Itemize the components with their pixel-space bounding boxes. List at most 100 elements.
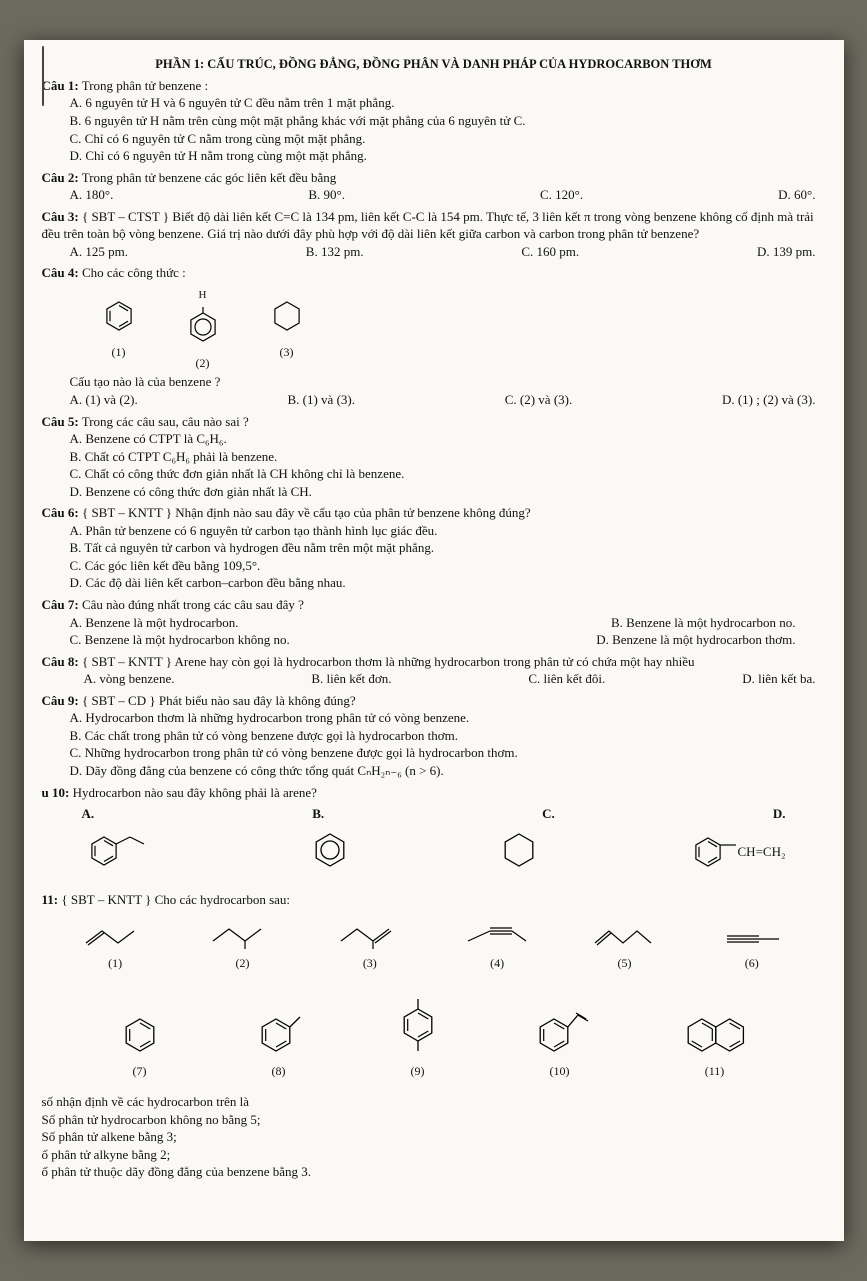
q9-b: B. Các chất trong phân tử có vòng benzen… bbox=[42, 727, 826, 745]
q1-c: C. Chỉ có 6 nguyên tử C nằm trong cùng m… bbox=[42, 130, 826, 148]
q6-text: { SBT – KNTT } Nhận định nào sau đây về … bbox=[82, 505, 531, 520]
q5-b: B. Chất có CTPT C₆H₆ phải là benzene. bbox=[42, 448, 826, 466]
q3-a: A. 125 pm. bbox=[70, 243, 129, 261]
q5-text: Trong các câu sau, câu nào sai ? bbox=[82, 414, 249, 429]
butene-icon bbox=[80, 923, 150, 949]
q10-text: Hydrocarbon nào sau đây không phải là ar… bbox=[73, 785, 317, 800]
q4: Câu 4: Cho các công thức : (1) bbox=[42, 264, 826, 408]
q3-d: D. 139 pm. bbox=[757, 243, 816, 261]
q9-c: C. Những hydrocarbon trong phân tử có vò… bbox=[42, 744, 826, 762]
q10: u 10: Hydrocarbon nào sau đây không phải… bbox=[42, 784, 826, 878]
part-title: PHẦN 1: CẤU TRÚC, ĐỒNG ĐẲNG, ĐỒNG PHÂN V… bbox=[42, 56, 826, 73]
q4-struct-1: (1) bbox=[102, 299, 136, 360]
benzene-circle-h-icon bbox=[186, 305, 220, 345]
q3-c: C. 160 pm. bbox=[521, 243, 579, 261]
q10-b-label: B. bbox=[312, 805, 324, 823]
butyne-icon bbox=[462, 923, 532, 949]
q4-text: Cho các công thức : bbox=[82, 265, 186, 280]
isobutane-icon bbox=[207, 919, 277, 949]
q11-s6: (6) bbox=[717, 929, 787, 971]
q10-d-label: D. bbox=[773, 805, 786, 823]
q9-label: Câu 9: bbox=[42, 693, 79, 708]
q10-label: u 10: bbox=[42, 785, 70, 800]
q2: Câu 2: Trong phân tử benzene các góc liê… bbox=[42, 169, 826, 204]
q4-cap2: (2) bbox=[196, 355, 210, 371]
q9: Câu 9: { SBT – CD } Phát biểu nào sau đâ… bbox=[42, 692, 826, 780]
q7-a: A. Benzene là một hydrocarbon. bbox=[70, 614, 239, 632]
q4-ask: Cấu tạo nào là của benzene ? bbox=[42, 373, 826, 391]
q2-text: Trong phân tử benzene các góc liên kết đ… bbox=[82, 170, 337, 185]
q4-c: C. (2) và (3). bbox=[505, 391, 573, 409]
page-sheet: PHẦN 1: CẤU TRÚC, ĐỒNG ĐẲNG, ĐỒNG PHÂN V… bbox=[24, 40, 844, 1241]
q6-c: C. Các góc liên kết đều bằng 109,5°. bbox=[42, 557, 826, 575]
q11-cap7: (7) bbox=[133, 1063, 147, 1079]
tail-l2: Số phân tử hydrocarbon không no bằng 5; bbox=[42, 1111, 826, 1129]
q4-a: A. (1) và (2). bbox=[70, 391, 138, 409]
q9-text: { SBT – CD } Phát biểu nào sau đây là kh… bbox=[82, 693, 356, 708]
q11-cap5: (5) bbox=[617, 955, 631, 971]
propyne-icon bbox=[717, 929, 787, 949]
methylbutene-icon bbox=[335, 919, 405, 949]
q4-struct-2: H (2) bbox=[186, 288, 220, 372]
q10-a-struct bbox=[82, 827, 162, 878]
hexagon-icon bbox=[270, 299, 304, 333]
q11-s4: (4) bbox=[462, 923, 532, 971]
naphthalene-icon bbox=[680, 1013, 750, 1057]
q11-s9: (9) bbox=[396, 993, 440, 1079]
q2-d: D. 60°. bbox=[778, 186, 815, 204]
q6-label: Câu 6: bbox=[42, 505, 79, 520]
styrene-icon bbox=[688, 832, 738, 872]
q7-d: D. Benzene là một hydrocarbon thơm. bbox=[596, 631, 795, 649]
q9-d: D. Dãy đồng đẳng của benzene có công thứ… bbox=[42, 762, 826, 780]
q11-text: { SBT – KNTT } Cho các hydrocarbon sau: bbox=[61, 892, 290, 907]
pentadiene-icon bbox=[589, 923, 659, 949]
q10-d-sub: CH=CH₂ bbox=[738, 843, 786, 861]
benzene-kekule-icon bbox=[102, 299, 136, 333]
q11-cap9: (9) bbox=[411, 1063, 425, 1079]
q8-a: A. vòng benzene. bbox=[84, 670, 175, 688]
q4-cap3: (3) bbox=[280, 344, 294, 360]
q11-s8: (8) bbox=[254, 1003, 304, 1079]
q8: Câu 8: { SBT – KNTT } Arene hay còn gọi … bbox=[42, 653, 826, 688]
q8-label: Câu 8: bbox=[42, 654, 79, 669]
q8-b: B. liên kết đơn. bbox=[311, 670, 391, 688]
tail-block: số nhận định về các hydrocarbon trên là … bbox=[42, 1093, 826, 1181]
q6: Câu 6: { SBT – KNTT } Nhận định nào sau … bbox=[42, 504, 826, 592]
q4-d: D. (1) ; (2) và (3). bbox=[722, 391, 816, 409]
q11-cap3: (3) bbox=[363, 955, 377, 971]
q4-label: Câu 4: bbox=[42, 265, 79, 280]
q3-text: { SBT – CTST } Biết độ dài liên kết C=C … bbox=[42, 209, 814, 242]
q2-label: Câu 2: bbox=[42, 170, 79, 185]
q11-s1: (1) bbox=[80, 923, 150, 971]
q5-a: A. Benzene có CTPT là C₆H₆. bbox=[42, 430, 826, 448]
q8-d: D. liên kết ba. bbox=[742, 670, 815, 688]
tail-l5: ố phân tử thuộc dãy đồng đẳng của benzen… bbox=[42, 1163, 826, 1181]
q7-label: Câu 7: bbox=[42, 597, 79, 612]
q10-a-label: A. bbox=[82, 805, 95, 823]
q2-a: A. 180°. bbox=[70, 186, 114, 204]
q8-text: { SBT – KNTT } Arene hay còn gọi là hydr… bbox=[82, 654, 695, 669]
q7-c: C. Benzene là một hydrocarbon không no. bbox=[70, 631, 290, 649]
q11-s11: (11) bbox=[680, 1013, 750, 1079]
styrene-2-icon bbox=[532, 1001, 588, 1057]
q11-s2: (2) bbox=[207, 919, 277, 971]
q2-c: C. 120°. bbox=[540, 186, 583, 204]
q1-a: A. 6 nguyên tử H và 6 nguyên tử C đều nằ… bbox=[42, 94, 826, 112]
q3: Câu 3: { SBT – CTST } Biết độ dài liên k… bbox=[42, 208, 826, 261]
q10-c-label: C. bbox=[542, 805, 555, 823]
q11-cap2: (2) bbox=[235, 955, 249, 971]
q3-b: B. 132 pm. bbox=[306, 243, 364, 261]
p-xylene-icon bbox=[396, 993, 440, 1057]
q4-h-label: H bbox=[199, 288, 207, 303]
cyclohexane-icon bbox=[499, 830, 539, 870]
q4-struct-3: (3) bbox=[270, 299, 304, 360]
ethylbenzene-icon bbox=[82, 827, 162, 873]
tail-l1: số nhận định về các hydrocarbon trên là bbox=[42, 1093, 826, 1111]
q11-cap6: (6) bbox=[745, 955, 759, 971]
q1-d: D. Chỉ có 6 nguyên tử H nằm trong cùng m… bbox=[42, 147, 826, 165]
q10-b-struct bbox=[310, 830, 350, 875]
q11-s10: (10) bbox=[532, 1001, 588, 1079]
q5-c: C. Chất có công thức đơn giản nhất là CH… bbox=[42, 465, 826, 483]
q6-a: A. Phân tử benzene có 6 nguyên tử carbon… bbox=[42, 522, 826, 540]
q6-b: B. Tất cả nguyên tử carbon và hydrogen đ… bbox=[42, 539, 826, 557]
